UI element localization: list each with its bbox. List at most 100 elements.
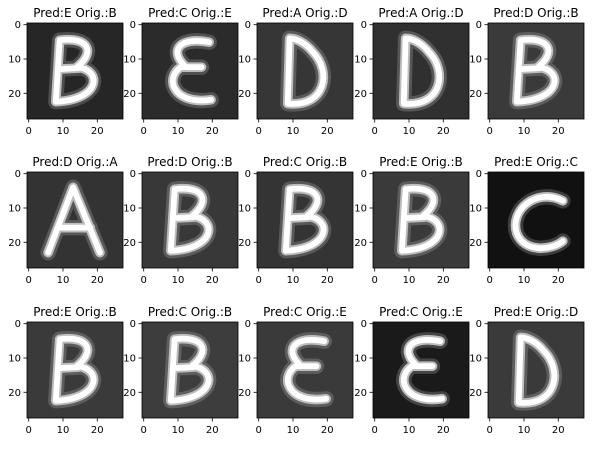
- letter-glyph: [507, 189, 571, 256]
- y-tick-label: 10: [123, 55, 136, 66]
- image-panel: Pred:E Orig.:D 0 10 20 0 10 20: [469, 305, 585, 436]
- panel-title: Pred:E Orig.:D: [494, 305, 579, 319]
- y-tick-label: 20: [469, 238, 482, 249]
- y-tick-label: 0: [476, 169, 482, 180]
- image-panel: Pred:C Orig.:B 0 10 20 0 10 20: [238, 155, 354, 286]
- y-tick-label: 20: [354, 238, 367, 249]
- x-tick-label: 0: [141, 126, 147, 137]
- y-tick-label: 20: [469, 89, 482, 100]
- y-tick-label: 0: [361, 20, 367, 31]
- y-tick-label: 0: [245, 319, 251, 330]
- axes-frame: [487, 22, 585, 120]
- letter-glyph: [396, 332, 450, 408]
- x-tick-label: 10: [518, 126, 531, 137]
- y-tick-label: 10: [238, 354, 251, 365]
- x-tick-label: 20: [437, 425, 450, 436]
- panel-title: Pred:A Orig.:D: [378, 6, 463, 20]
- panel-title: Pred:D Orig.:A: [32, 155, 118, 169]
- x-tick-label: 20: [552, 126, 565, 137]
- x-tick-label: 0: [141, 425, 147, 436]
- axes-frame: [26, 321, 124, 419]
- x-tick-label: 0: [256, 425, 262, 436]
- y-tick-label: 20: [354, 388, 367, 399]
- axes-frame: [372, 321, 470, 419]
- x-tick-label: 10: [57, 275, 70, 286]
- letter-glyph: [511, 329, 562, 411]
- x-tick-label: 0: [372, 275, 378, 286]
- panel-title: Pred:E Orig.:C: [494, 155, 578, 169]
- axes-frame: [26, 171, 124, 269]
- image-panel: Pred:C Orig.:E 0 10 20 0 10 20: [123, 6, 239, 137]
- y-tick-label: 20: [8, 89, 21, 100]
- x-tick-label: 10: [172, 126, 185, 137]
- y-tick-label: 10: [123, 354, 136, 365]
- y-tick-label: 0: [130, 20, 136, 31]
- axes-frame: [256, 321, 354, 419]
- y-tick-label: 20: [123, 388, 136, 399]
- x-tick-label: 20: [91, 275, 104, 286]
- panel-title: Pred:D Orig.:B: [493, 6, 578, 20]
- panel-title: Pred:C Orig.:E: [148, 6, 232, 20]
- letter-glyph: [40, 179, 108, 261]
- axes-frame: [372, 22, 470, 120]
- x-tick-label: 20: [206, 425, 219, 436]
- x-tick-label: 20: [91, 126, 104, 137]
- panel-title: Pred:C Orig.:B: [263, 155, 347, 169]
- panel-title: Pred:C Orig.:B: [148, 305, 232, 319]
- y-tick-label: 0: [361, 319, 367, 330]
- panel-title: Pred:A Orig.:D: [262, 6, 347, 20]
- x-tick-label: 0: [26, 275, 32, 286]
- x-tick-label: 20: [321, 275, 334, 286]
- x-tick-label: 10: [403, 275, 416, 286]
- x-tick-label: 0: [141, 275, 147, 286]
- panel-title: Pred:C Orig.:E: [379, 305, 463, 319]
- y-tick-label: 0: [361, 169, 367, 180]
- y-tick-label: 20: [469, 388, 482, 399]
- y-tick-label: 10: [469, 204, 482, 215]
- y-tick-label: 20: [8, 388, 21, 399]
- y-tick-label: 10: [8, 354, 21, 365]
- y-tick-label: 0: [245, 20, 251, 31]
- x-tick-label: 10: [287, 126, 300, 137]
- axes-frame: [141, 22, 239, 120]
- x-tick-label: 20: [552, 425, 565, 436]
- image-panel: Pred:E Orig.:B 0 10 20 0 10 20: [8, 305, 124, 436]
- x-tick-label: 10: [57, 126, 70, 137]
- letter-glyph: [163, 331, 217, 409]
- letter-glyph: [509, 32, 563, 110]
- letter-glyph: [163, 181, 217, 259]
- letter-glyph: [278, 181, 332, 259]
- x-tick-label: 0: [487, 425, 493, 436]
- x-tick-label: 20: [437, 275, 450, 286]
- image-panel: Pred:E Orig.:B 0 10 20 0 10 20: [354, 155, 470, 286]
- x-tick-label: 0: [26, 425, 32, 436]
- x-tick-label: 20: [552, 275, 565, 286]
- axes-frame: [141, 321, 239, 419]
- y-tick-label: 20: [123, 238, 136, 249]
- axes-frame: [256, 22, 354, 120]
- y-tick-label: 0: [130, 169, 136, 180]
- image-panel: Pred:A Orig.:D 0 10 20 0 10 20: [238, 6, 354, 137]
- y-tick-label: 20: [238, 238, 251, 249]
- image-panel: Pred:C Orig.:E 0 10 20 0 10 20: [354, 305, 470, 436]
- y-tick-label: 10: [238, 55, 251, 66]
- x-tick-label: 10: [518, 425, 531, 436]
- x-tick-label: 0: [26, 126, 32, 137]
- y-tick-label: 10: [8, 55, 21, 66]
- axes-frame: [487, 321, 585, 419]
- panel-title: Pred:E Orig.:B: [33, 6, 117, 20]
- y-tick-label: 10: [354, 354, 367, 365]
- axes-frame: [141, 171, 239, 269]
- x-tick-label: 20: [321, 126, 334, 137]
- x-tick-label: 10: [172, 275, 185, 286]
- letter-glyph: [280, 332, 334, 408]
- letter-glyph: [48, 32, 102, 110]
- axes-frame: [372, 171, 470, 269]
- y-tick-label: 0: [15, 20, 21, 31]
- y-tick-label: 0: [15, 319, 21, 330]
- y-tick-label: 10: [238, 204, 251, 215]
- y-tick-label: 0: [130, 319, 136, 330]
- x-tick-label: 20: [437, 126, 450, 137]
- panel-title: Pred:D Orig.:B: [147, 155, 232, 169]
